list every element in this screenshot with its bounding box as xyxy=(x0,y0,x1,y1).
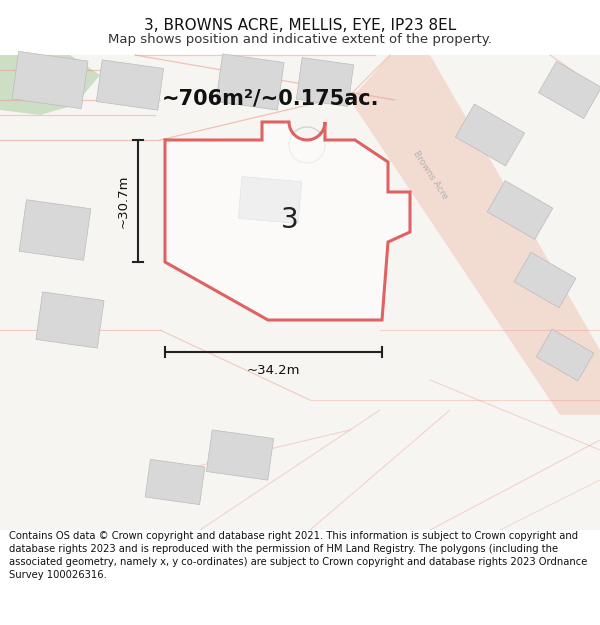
Polygon shape xyxy=(0,55,100,115)
Polygon shape xyxy=(455,104,524,166)
Polygon shape xyxy=(238,176,302,224)
Polygon shape xyxy=(514,253,576,308)
Text: Browns Acre: Browns Acre xyxy=(411,149,449,201)
Polygon shape xyxy=(12,51,88,109)
Text: Contains OS data © Crown copyright and database right 2021. This information is : Contains OS data © Crown copyright and d… xyxy=(9,531,587,580)
Text: ~34.2m: ~34.2m xyxy=(247,364,300,377)
Polygon shape xyxy=(19,200,91,260)
Text: 3: 3 xyxy=(281,206,299,234)
Text: Map shows position and indicative extent of the property.: Map shows position and indicative extent… xyxy=(108,34,492,46)
Polygon shape xyxy=(296,58,353,106)
Polygon shape xyxy=(350,55,600,415)
Text: 3, BROWNS ACRE, MELLIS, EYE, IP23 8EL: 3, BROWNS ACRE, MELLIS, EYE, IP23 8EL xyxy=(144,18,456,32)
Polygon shape xyxy=(0,55,30,70)
Bar xyxy=(0,55,600,530)
Text: ~30.7m: ~30.7m xyxy=(117,174,130,228)
Polygon shape xyxy=(36,292,104,348)
Polygon shape xyxy=(145,459,205,504)
Polygon shape xyxy=(206,430,274,480)
Text: ~706m²/~0.175ac.: ~706m²/~0.175ac. xyxy=(161,88,379,108)
Polygon shape xyxy=(487,181,553,239)
Polygon shape xyxy=(536,329,594,381)
Polygon shape xyxy=(165,122,410,320)
Polygon shape xyxy=(538,61,600,119)
Polygon shape xyxy=(216,54,284,110)
Polygon shape xyxy=(97,60,164,110)
